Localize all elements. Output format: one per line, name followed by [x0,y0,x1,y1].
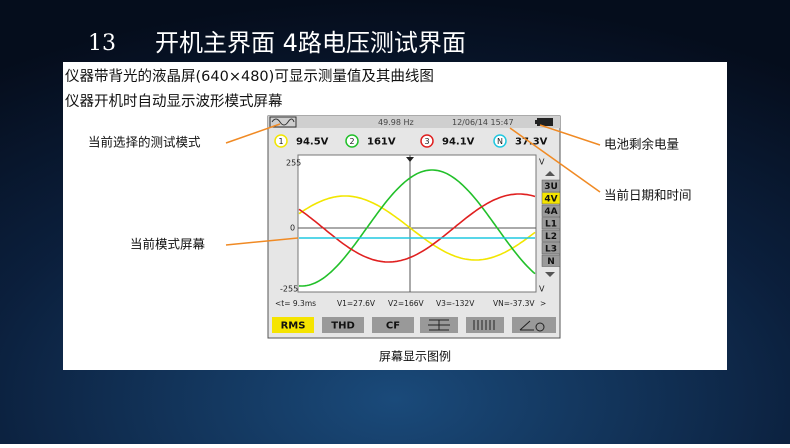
channel-id: 3 [424,137,429,146]
annotation: 当前选择的测试模式 [88,135,201,150]
softkey-icon [535,322,545,332]
mode-tab [541,242,561,255]
readout-value: > [540,299,546,308]
channel-id: 1 [278,137,283,146]
channel-id: 2 [349,137,354,146]
wave-icon [271,118,295,126]
softkey-icon [473,320,495,330]
channel-badge [420,134,434,148]
callout-line [225,123,281,144]
readout-value: VN=-37.3V [493,299,535,308]
mode-tab [541,217,561,230]
channel-value: 94.1V [442,137,475,148]
cursor-marker [406,157,414,162]
scroll-down [545,272,555,277]
channel-badge [493,134,507,148]
mode-label: 4V [544,194,557,204]
callout-line [509,127,601,193]
softkey-icon [519,320,534,331]
mode-icon [269,116,297,128]
intro-line: 仪器带背光的液晶屏(640×480)可显示测量值及其曲线图 [65,68,434,85]
battery-tip [535,120,537,124]
annotation: 当前模式屏幕 [130,237,206,252]
mode-label: N [547,257,555,267]
channel-badge [274,134,288,148]
mode-tab [541,179,561,192]
softkey-label: RMS [281,321,306,332]
softkey [272,317,314,333]
softkey [372,317,414,333]
readout-value: <t= 9.3ms [275,299,316,308]
scroll-up [545,171,555,176]
mode-label: 3U [544,182,558,192]
callout-line [225,237,299,246]
annotation: 当前日期和时间 [604,188,692,203]
intro-line: 仪器开机时自动显示波形模式屏幕 [65,93,283,110]
mode-label: 4A [544,207,557,217]
battery-icon [537,118,553,126]
readout-value: V2=166V [388,299,425,308]
softkey-label: CF [386,321,400,332]
readout-value: V1=27.6V [337,299,376,308]
mode-tab [541,192,561,205]
annotation: 电池剩余电量 [604,137,679,152]
slide-title: 开机主界面 4路电压测试界面 [155,29,466,57]
mode-label: L2 [545,232,557,242]
axis-label: 0 [290,224,295,233]
axis-unit: V [539,285,545,294]
callout-lines [225,123,601,246]
channel-value: 94.5V [296,137,329,148]
softkey [322,317,364,333]
softkey [466,317,504,333]
softkey-label: THD [331,321,355,332]
mode-tab [541,204,561,217]
plot-area [297,154,537,293]
waveform [298,193,536,263]
axis-label: -255 [280,285,298,294]
mode-label: L1 [545,219,557,229]
readout-value: V3=-132V [436,299,475,308]
axis-label: 255 [286,159,301,168]
mode-tab [541,229,561,242]
mode-label: L3 [545,244,557,254]
caption: 屏幕显示图例 [379,350,451,364]
datetime: 12/06/14 15:47 [452,118,514,127]
channel-id: N [497,137,503,146]
slide-number: 13 [88,31,116,56]
axis-unit: V [539,158,545,167]
softkey-icon [428,319,450,331]
status-bar [268,116,560,128]
waveform [298,169,536,287]
callout-line [539,124,601,146]
softkey [512,317,556,333]
frequency: 49.98 Hz [378,118,414,127]
channel-value: 37.3V [515,137,548,148]
mode-tab [541,254,561,267]
channel-badge [345,134,359,148]
waveform [298,195,536,261]
channel-value: 161V [367,137,396,148]
